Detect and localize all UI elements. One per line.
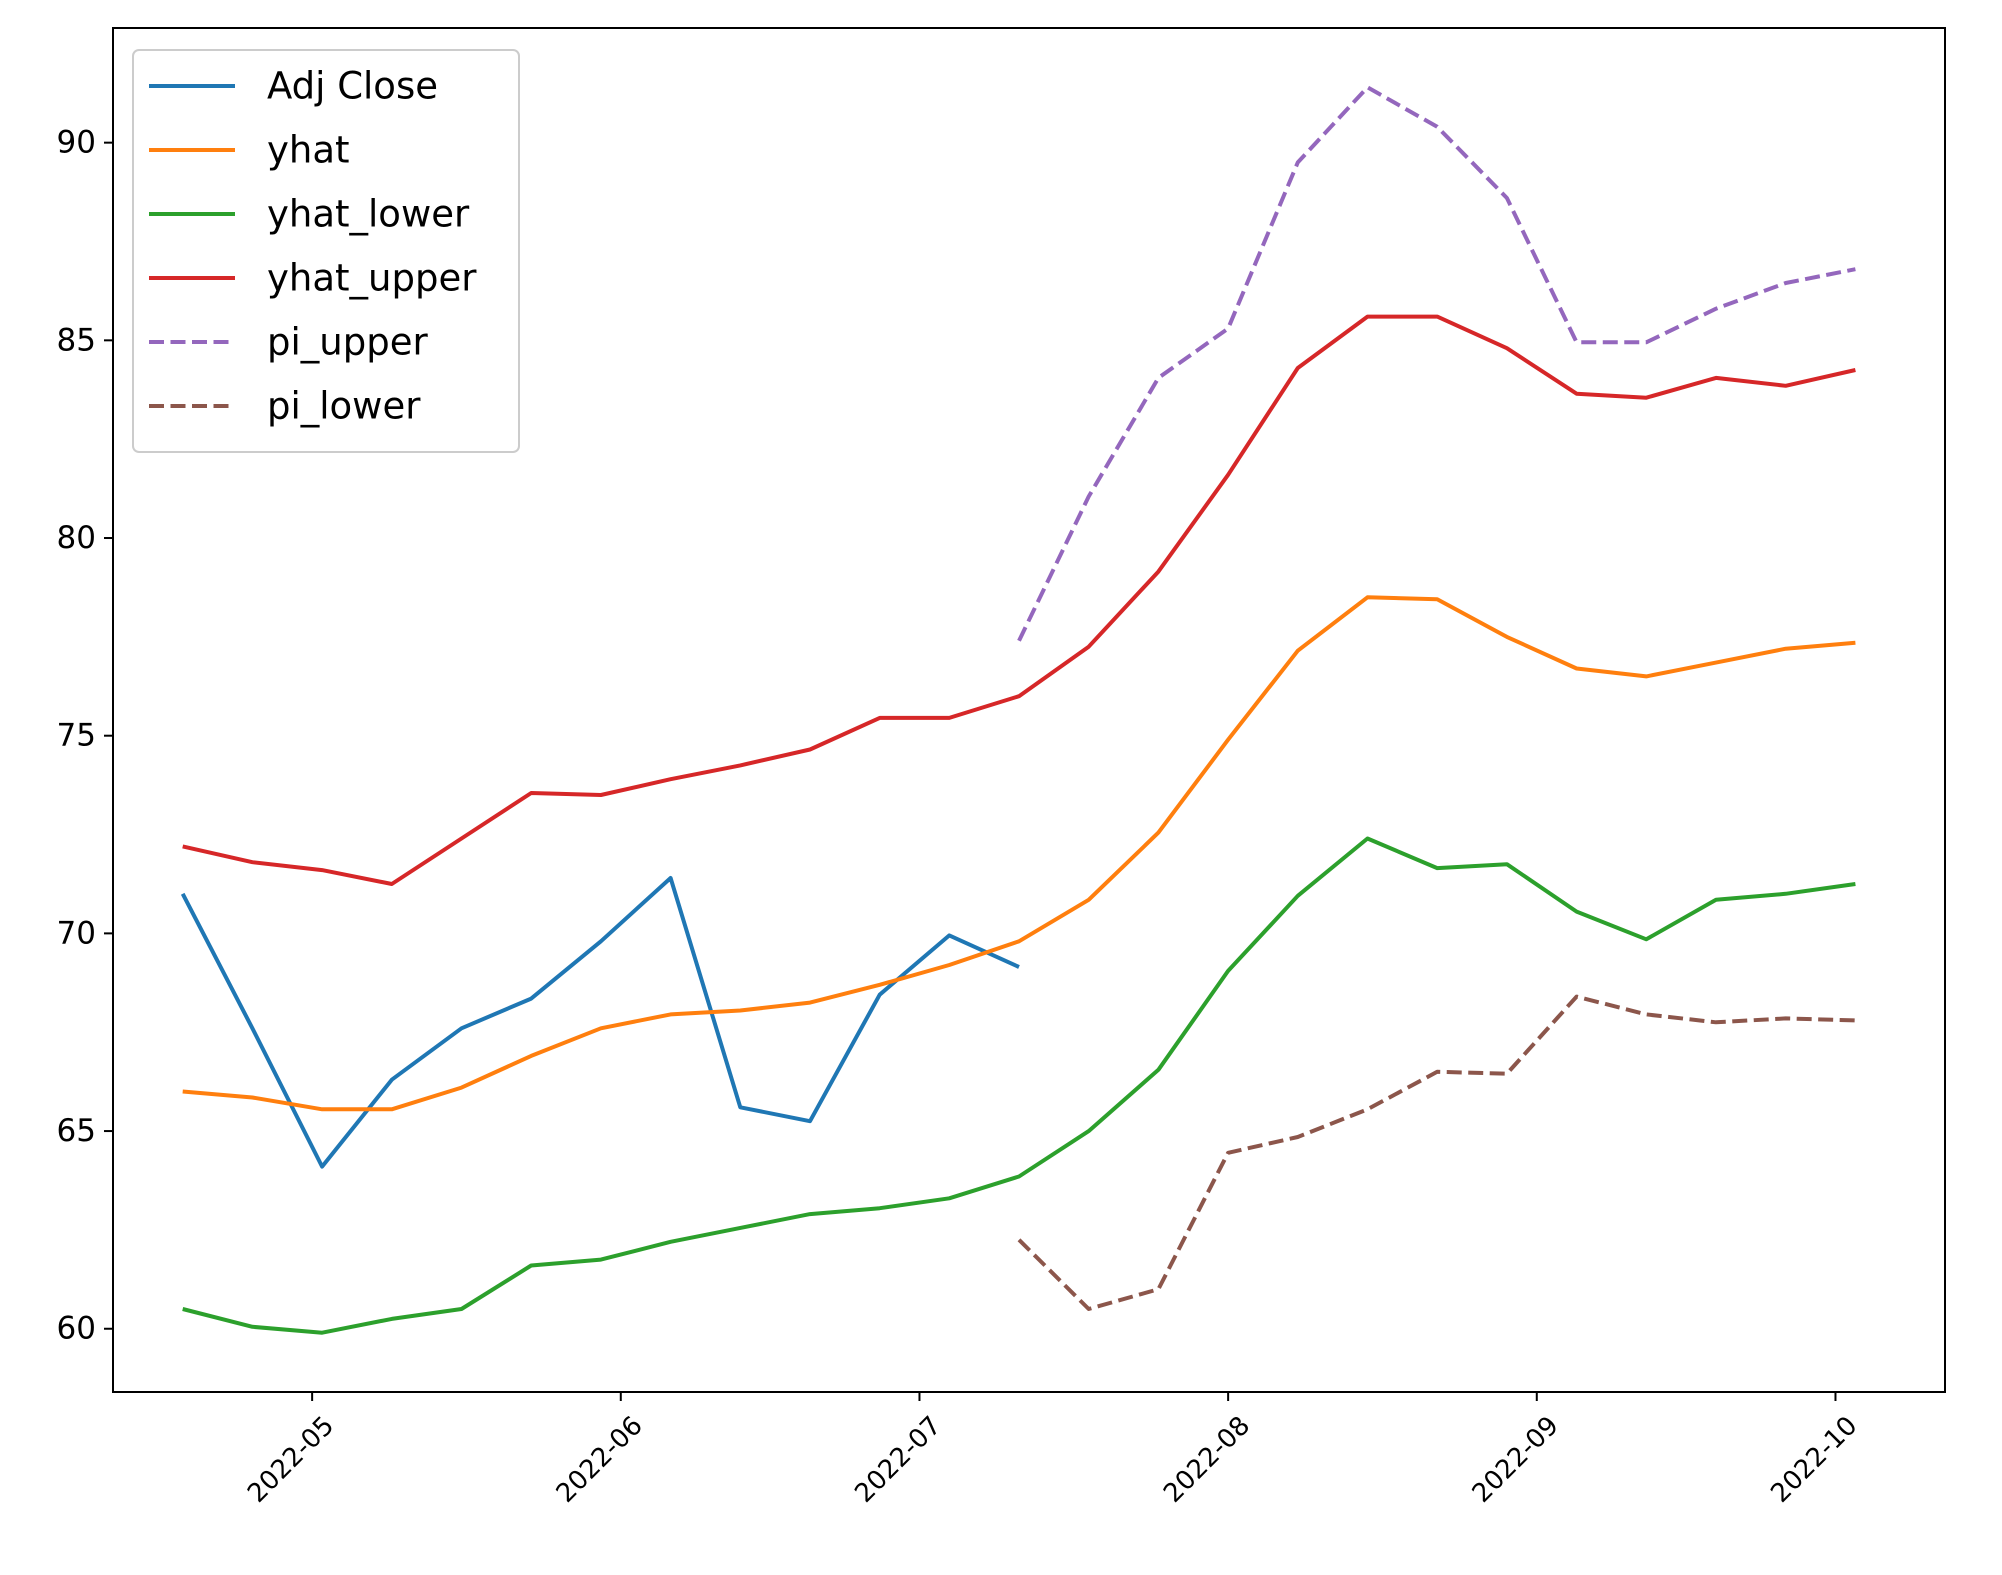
series-line-pi-upper — [1017, 85, 1856, 642]
legend-label: pi_upper — [267, 321, 428, 364]
axes-frame — [112, 27, 1946, 1393]
series-layer — [180, 85, 1856, 1335]
y-tick-label: 80 — [57, 520, 96, 556]
y-tick-label: 70 — [57, 915, 96, 951]
legend-label: Adj Close — [267, 65, 438, 108]
series-line-yhat-lower — [182, 836, 1856, 1335]
legend-label: pi_lower — [267, 385, 421, 428]
series-line-yhat — [182, 595, 1856, 1112]
legend: Adj Close yhat yhat_lower yhat_upper pi_uppe… — [132, 49, 520, 453]
legend-label: yhat_upper — [267, 257, 477, 300]
legend-label: yhat_lower — [267, 193, 470, 236]
legend-label: yhat — [267, 129, 350, 172]
y-tick-label: 60 — [57, 1311, 96, 1347]
series-line-pi-lower — [1017, 994, 1856, 1311]
y-tick-label: 85 — [57, 322, 96, 358]
y-tick-label: 90 — [57, 125, 96, 161]
y-tick-label: 65 — [57, 1113, 96, 1149]
series-line-adj-close — [180, 876, 1020, 1169]
y-tick-label: 75 — [57, 718, 96, 754]
series-line-yhat-upper — [182, 314, 1856, 886]
